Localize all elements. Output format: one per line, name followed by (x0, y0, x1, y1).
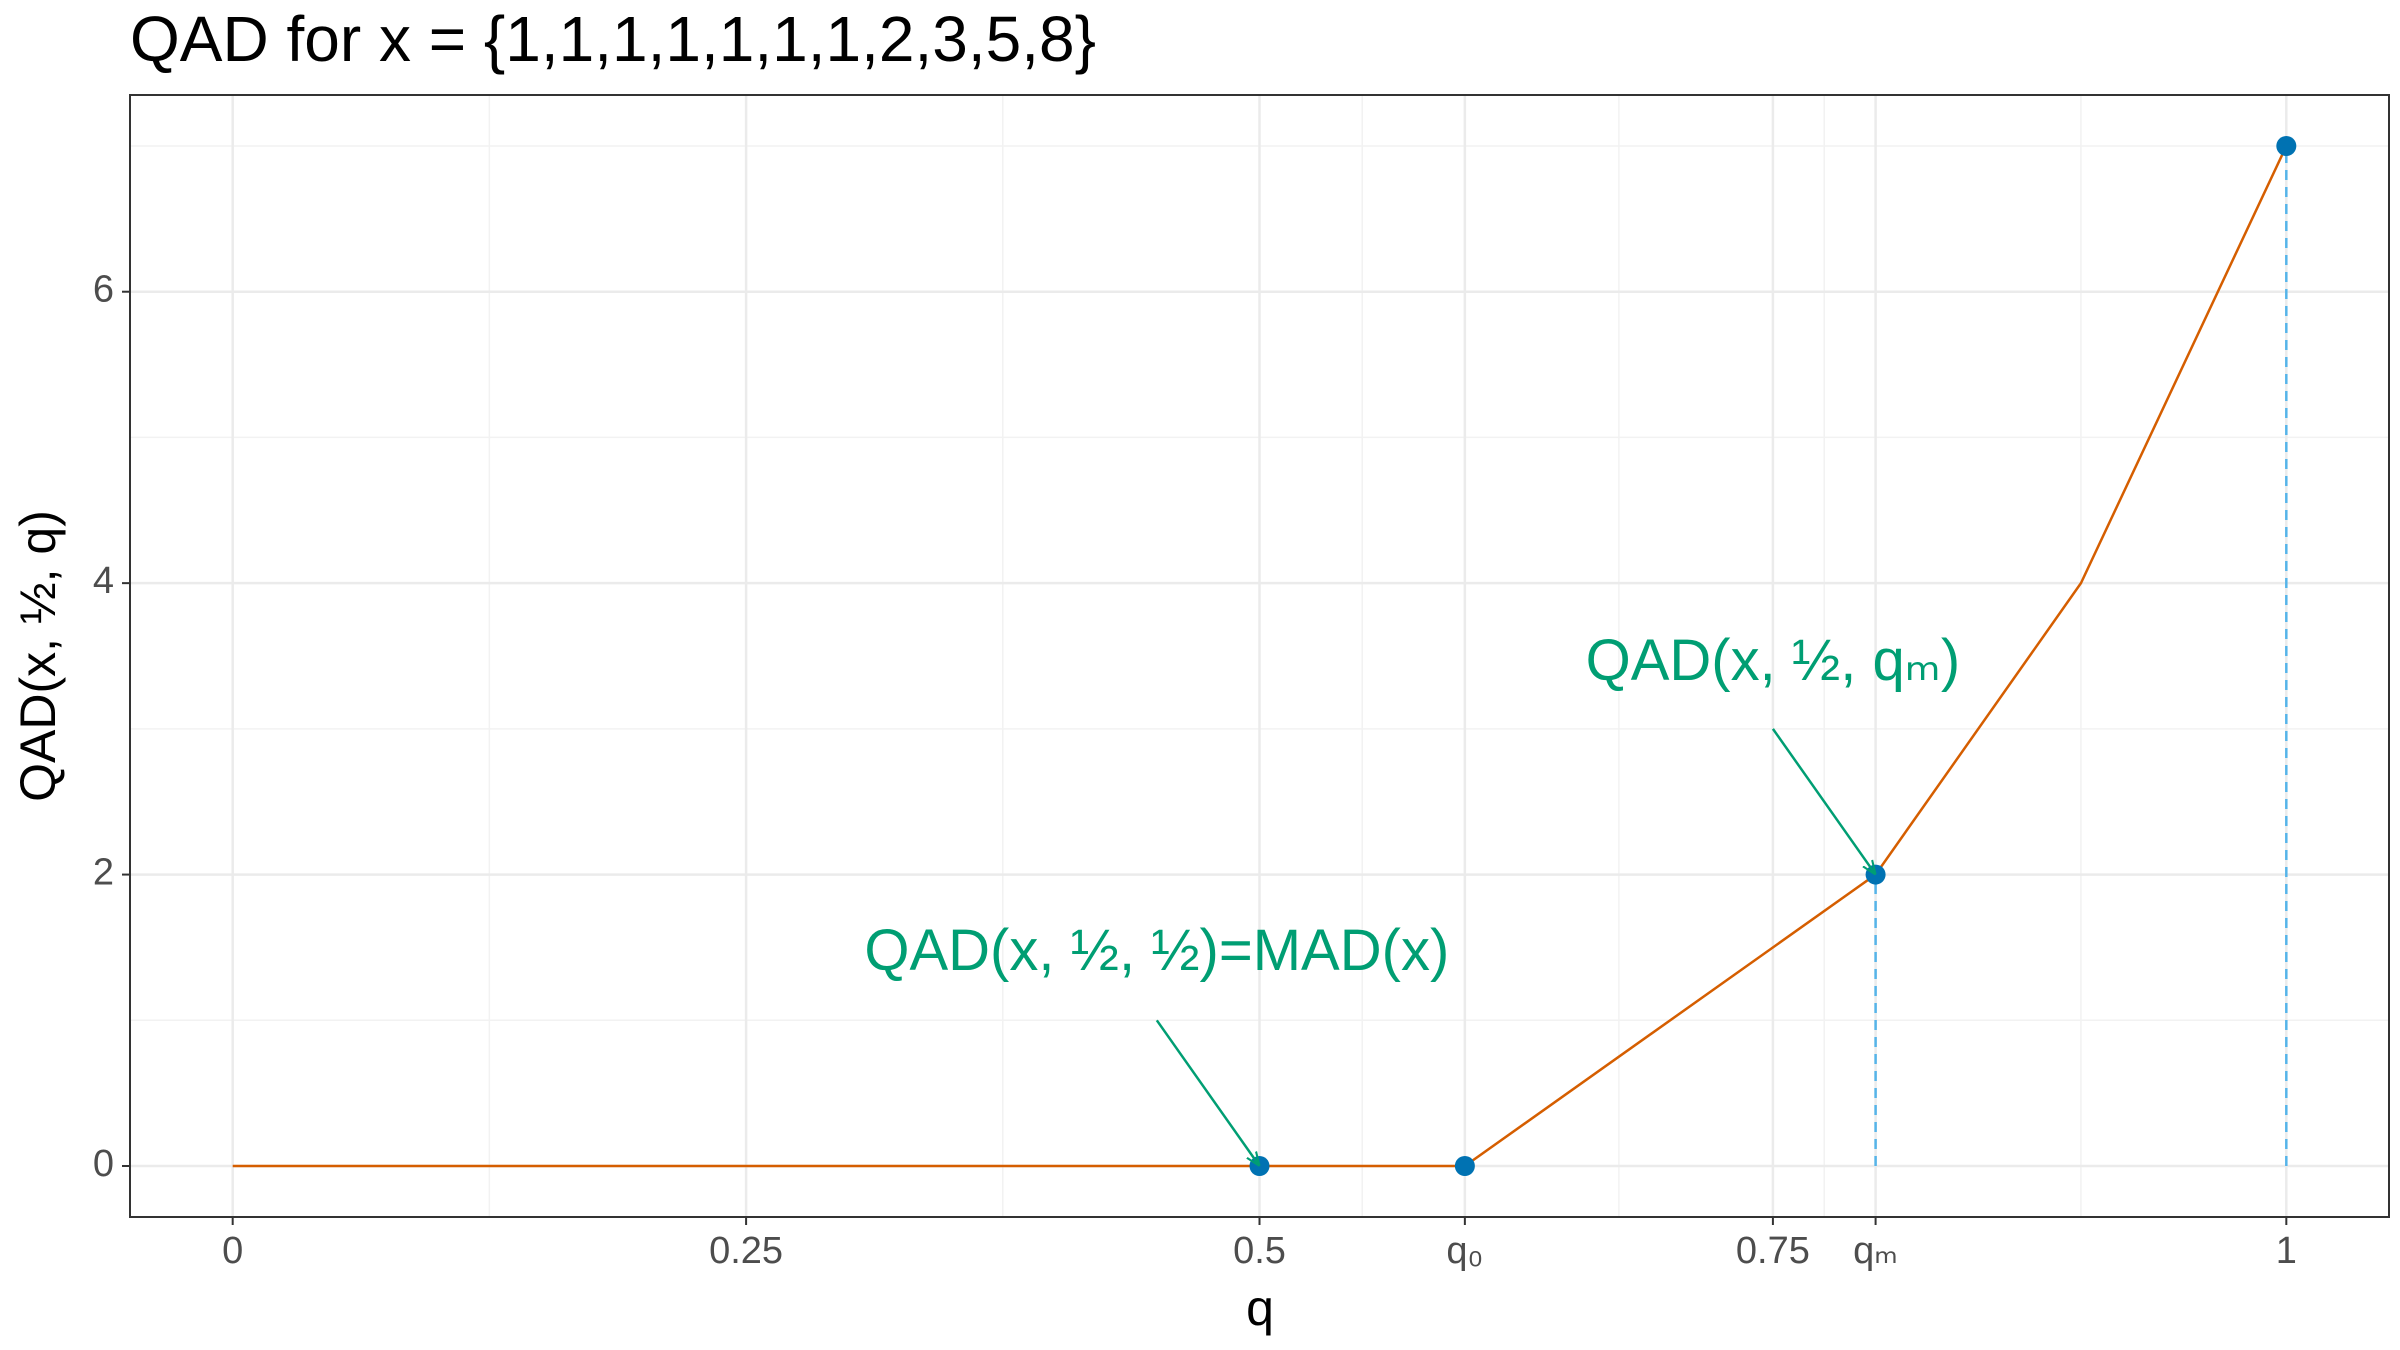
annotation: QAD(x, ½, ½)=MAD(x) (864, 918, 1449, 983)
x-tick-label: 0.25 (709, 1230, 783, 1272)
x-tick-label: q₀ (1446, 1230, 1483, 1272)
panel-border (129, 94, 2390, 1218)
x-tick-label: qₘ (1853, 1230, 1898, 1272)
annotation-arrow (1155, 1019, 1260, 1166)
y-axis-title: QAD(x, ½, q) (10, 510, 66, 802)
x-axis-title: q (1246, 1280, 1274, 1336)
y-tick-label: 0 (93, 1143, 114, 1185)
data-point (1454, 1156, 1475, 1176)
x-tick-label: 1 (2276, 1230, 2297, 1272)
data-line (232, 145, 2288, 1168)
y-tick-label: 4 (93, 560, 114, 602)
data-point (2276, 136, 2297, 156)
x-tick-label: 0 (222, 1230, 243, 1272)
y-tick-label: 2 (93, 852, 114, 894)
annotation: QAD(x, ½, qₘ) (1586, 628, 1961, 693)
x-tick-label: 0.5 (1233, 1230, 1286, 1272)
y-tick-label: 6 (93, 269, 114, 311)
x-tick-label: 0.75 (1736, 1230, 1810, 1272)
annotation-arrow (1771, 728, 1876, 875)
chart-title: QAD for x = {1,1,1,1,1,1,1,2,3,5,8} (130, 3, 1096, 75)
